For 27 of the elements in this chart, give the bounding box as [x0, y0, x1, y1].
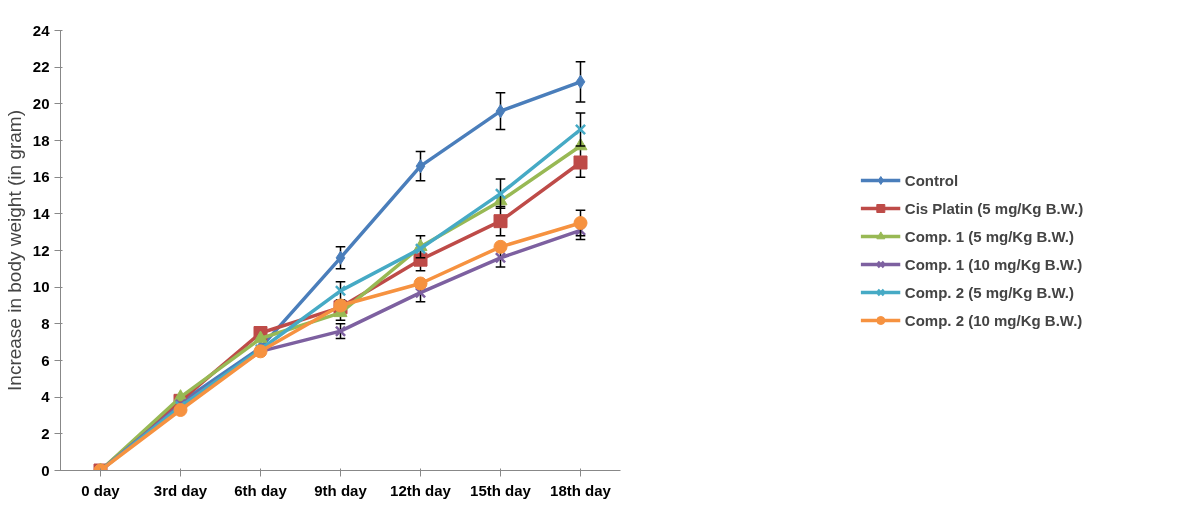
y-tick-label: 18	[32, 131, 50, 149]
x-tick-label: 0 day	[81, 481, 121, 499]
y-tick-label: 8	[41, 314, 50, 332]
y-tick-label: 4	[41, 388, 51, 406]
y-axis-title: Increase in body weight (in gram)	[3, 110, 25, 391]
y-tick-label: 6	[41, 351, 50, 369]
y-tick-label: 20	[32, 94, 50, 112]
y-tick-label: 22	[32, 58, 50, 76]
x-tick-label: 6th day	[234, 481, 288, 499]
y-tick-label: 2	[41, 424, 50, 442]
x-tick-label: 12th day	[390, 481, 452, 499]
y-tick-label: 16	[32, 168, 50, 186]
x-tick-label: 9th day	[314, 481, 368, 499]
x-tick-label: 15th day	[470, 481, 532, 499]
legend-label: Comp. 1 (5 mg/Kg B.W.)	[904, 227, 1074, 245]
x-tick-label: 18th day	[550, 481, 612, 499]
y-tick-label: 12	[32, 241, 50, 259]
legend-label: Control	[904, 171, 959, 189]
legend-label: Comp. 1 (10 mg/Kg B.W.)	[904, 255, 1083, 273]
legend-label: Cis Platin (5 mg/Kg B.W.)	[904, 199, 1084, 217]
y-tick-label: 24	[32, 21, 51, 39]
y-tick-label: 0	[41, 461, 50, 479]
y-tick-label: 10	[32, 278, 50, 296]
legend-label: Comp. 2 (5 mg/Kg B.W.)	[904, 283, 1074, 301]
y-tick-label: 14	[32, 204, 51, 222]
legend-label: Comp. 2 (10 mg/Kg B.W.)	[904, 311, 1083, 329]
x-tick-label: 3rd day	[153, 481, 208, 499]
